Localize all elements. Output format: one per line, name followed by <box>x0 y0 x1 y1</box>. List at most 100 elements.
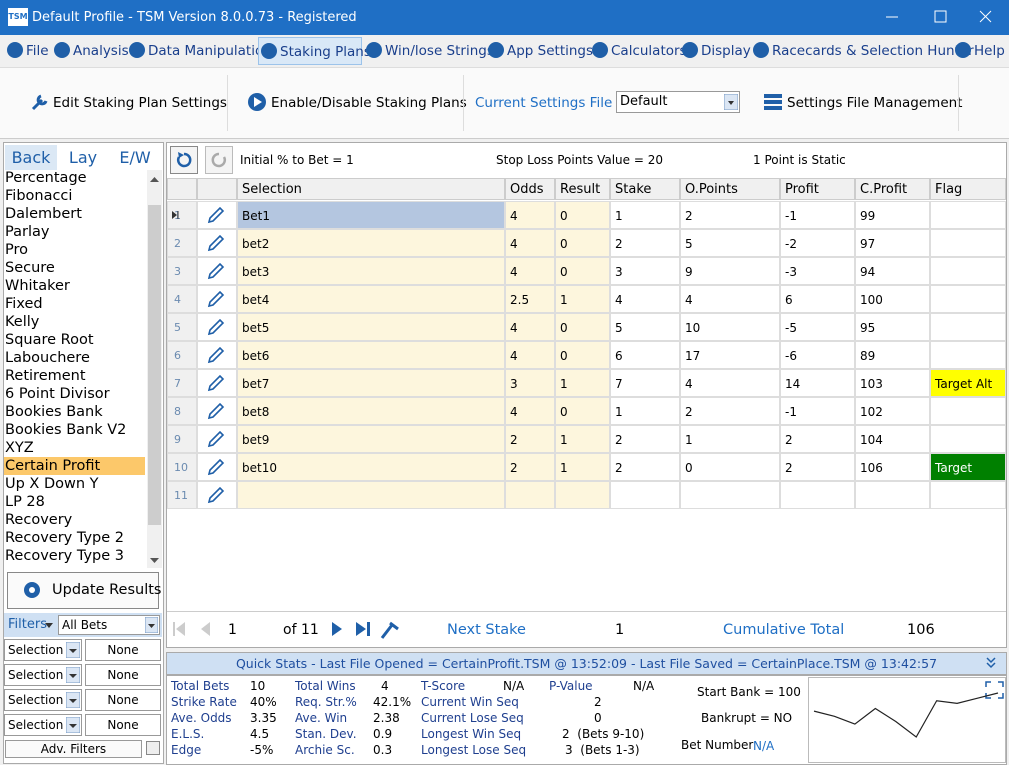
edit-row-button[interactable] <box>206 485 226 505</box>
pager-first-prev[interactable] <box>172 620 217 638</box>
table-cell[interactable]: 1 <box>555 453 610 481</box>
edit-row-button[interactable] <box>206 429 226 449</box>
plan-item[interactable]: Kelly <box>4 313 145 331</box>
table-cell[interactable] <box>237 481 505 509</box>
plan-item[interactable]: Fixed <box>4 295 145 313</box>
advanced-filters-checkbox[interactable] <box>146 741 160 755</box>
plan-item[interactable]: Secure <box>4 259 145 277</box>
table-cell[interactable]: bet6 <box>237 341 505 369</box>
table-cell[interactable]: 4 <box>505 397 555 425</box>
pager-next-last[interactable] <box>330 620 402 640</box>
plan-item[interactable]: Recovery Type 2 <box>4 529 145 547</box>
menu-item[interactable]: Staking Plans <box>258 37 362 65</box>
plan-item[interactable]: Pro <box>4 241 145 259</box>
table-cell[interactable]: bet3 <box>237 257 505 285</box>
edit-row-button[interactable] <box>206 317 226 337</box>
plan-item[interactable]: Bookies Bank V2 <box>4 421 145 439</box>
plan-item[interactable]: XYZ <box>4 439 145 457</box>
table-cell[interactable]: 1 <box>555 425 610 453</box>
menu-item[interactable]: Data Manipulation <box>127 37 256 65</box>
filter-value-button[interactable]: None <box>85 714 161 736</box>
edit-settings-button[interactable]: Edit Staking Plan Settings <box>53 91 223 115</box>
plan-item[interactable]: 6 Point Divisor <box>4 385 145 403</box>
menu-item[interactable]: Racecards & Selection Hunter <box>751 37 950 65</box>
table-cell[interactable]: bet8 <box>237 397 505 425</box>
table-cell[interactable] <box>555 481 610 509</box>
edit-row-button[interactable] <box>206 373 226 393</box>
filter-value-button[interactable]: None <box>85 689 161 711</box>
column-header[interactable]: Flag <box>930 178 1006 200</box>
table-cell[interactable]: bet4 <box>237 285 505 313</box>
column-header[interactable]: Stake <box>610 178 680 200</box>
column-header[interactable]: Profit <box>780 178 855 200</box>
table-cell[interactable]: bet7 <box>237 369 505 397</box>
plan-tab[interactable]: Lay <box>57 145 109 170</box>
edit-row-button[interactable] <box>206 345 226 365</box>
plan-item[interactable]: Recovery <box>4 511 145 529</box>
plan-tab[interactable]: Back <box>5 145 57 170</box>
plan-item[interactable]: Parlay <box>4 223 145 241</box>
refresh-button[interactable] <box>170 146 198 174</box>
filter-value-button[interactable]: None <box>85 639 161 661</box>
collapse-icon[interactable] <box>986 657 996 669</box>
plan-item[interactable]: Percentage <box>4 170 145 187</box>
table-cell[interactable]: 0 <box>555 257 610 285</box>
table-cell[interactable]: 4 <box>505 341 555 369</box>
table-cell[interactable]: 4 <box>505 201 555 229</box>
table-cell[interactable]: bet5 <box>237 313 505 341</box>
table-cell[interactable]: Bet1 <box>237 201 505 229</box>
column-header[interactable]: O.Points <box>680 178 780 200</box>
plan-item[interactable]: Fibonacci <box>4 187 145 205</box>
edit-row-button[interactable] <box>206 205 226 225</box>
table-cell[interactable]: 0 <box>555 229 610 257</box>
plan-item[interactable]: Dalembert <box>4 205 145 223</box>
menu-item[interactable]: Calculators <box>590 37 676 65</box>
table-cell[interactable]: 4 <box>505 313 555 341</box>
edit-row-button[interactable] <box>206 233 226 253</box>
table-cell[interactable]: 1 <box>555 285 610 313</box>
table-cell[interactable]: bet9 <box>237 425 505 453</box>
column-header[interactable]: C.Profit <box>855 178 930 200</box>
table-cell[interactable]: 0 <box>555 201 610 229</box>
table-cell[interactable]: 3 <box>505 369 555 397</box>
table-cell[interactable]: bet2 <box>237 229 505 257</box>
table-cell[interactable]: 2.5 <box>505 285 555 313</box>
filter-value-button[interactable]: None <box>85 664 161 686</box>
settings-file-combo[interactable]: Default <box>616 91 740 113</box>
plan-item[interactable]: Retirement <box>4 367 145 385</box>
plan-item[interactable]: Labouchere <box>4 349 145 367</box>
column-header[interactable]: Selection <box>237 178 505 200</box>
table-cell[interactable]: 4 <box>505 257 555 285</box>
table-cell[interactable]: 0 <box>555 313 610 341</box>
table-cell[interactable]: 0 <box>555 341 610 369</box>
plan-item[interactable]: Up X Down Y <box>4 475 145 493</box>
window-controls[interactable] <box>880 0 1009 35</box>
menu-item[interactable]: Analysis <box>52 37 124 65</box>
table-cell[interactable]: 1 <box>555 369 610 397</box>
plan-tab[interactable]: E/W <box>109 145 161 170</box>
edit-row-button[interactable] <box>206 289 226 309</box>
edit-row-button[interactable] <box>206 457 226 477</box>
enable-plans-button[interactable]: Enable/Disable Staking Plans <box>271 91 461 115</box>
pager-page[interactable]: 1 <box>228 619 258 641</box>
edit-row-button[interactable] <box>206 261 226 281</box>
menu-item[interactable]: Help <box>953 37 1004 65</box>
redo-button[interactable] <box>205 146 233 174</box>
plan-item[interactable]: Bookies Bank <box>4 403 145 421</box>
plan-scrollbar[interactable] <box>147 170 162 568</box>
column-header[interactable]: Result <box>555 178 610 200</box>
table-cell[interactable]: bet10 <box>237 453 505 481</box>
edit-row-button[interactable] <box>206 401 226 421</box>
table-cell[interactable]: 0 <box>555 397 610 425</box>
menu-item[interactable]: Win/lose Strings <box>364 37 481 65</box>
table-cell[interactable]: 4 <box>505 229 555 257</box>
plan-item[interactable]: Recovery Type 3 <box>4 547 145 565</box>
table-cell[interactable]: 2 <box>505 453 555 481</box>
advanced-filters-button[interactable]: Adv. Filters <box>5 740 142 758</box>
plan-item[interactable]: LP 28 <box>4 493 145 511</box>
plan-item[interactable]: Square Root <box>4 331 145 349</box>
menu-item[interactable]: Display <box>680 37 746 65</box>
plan-item[interactable]: Certain Profit <box>4 457 145 475</box>
menu-item[interactable]: App Settings <box>486 37 583 65</box>
menu-item[interactable]: File <box>5 37 49 65</box>
